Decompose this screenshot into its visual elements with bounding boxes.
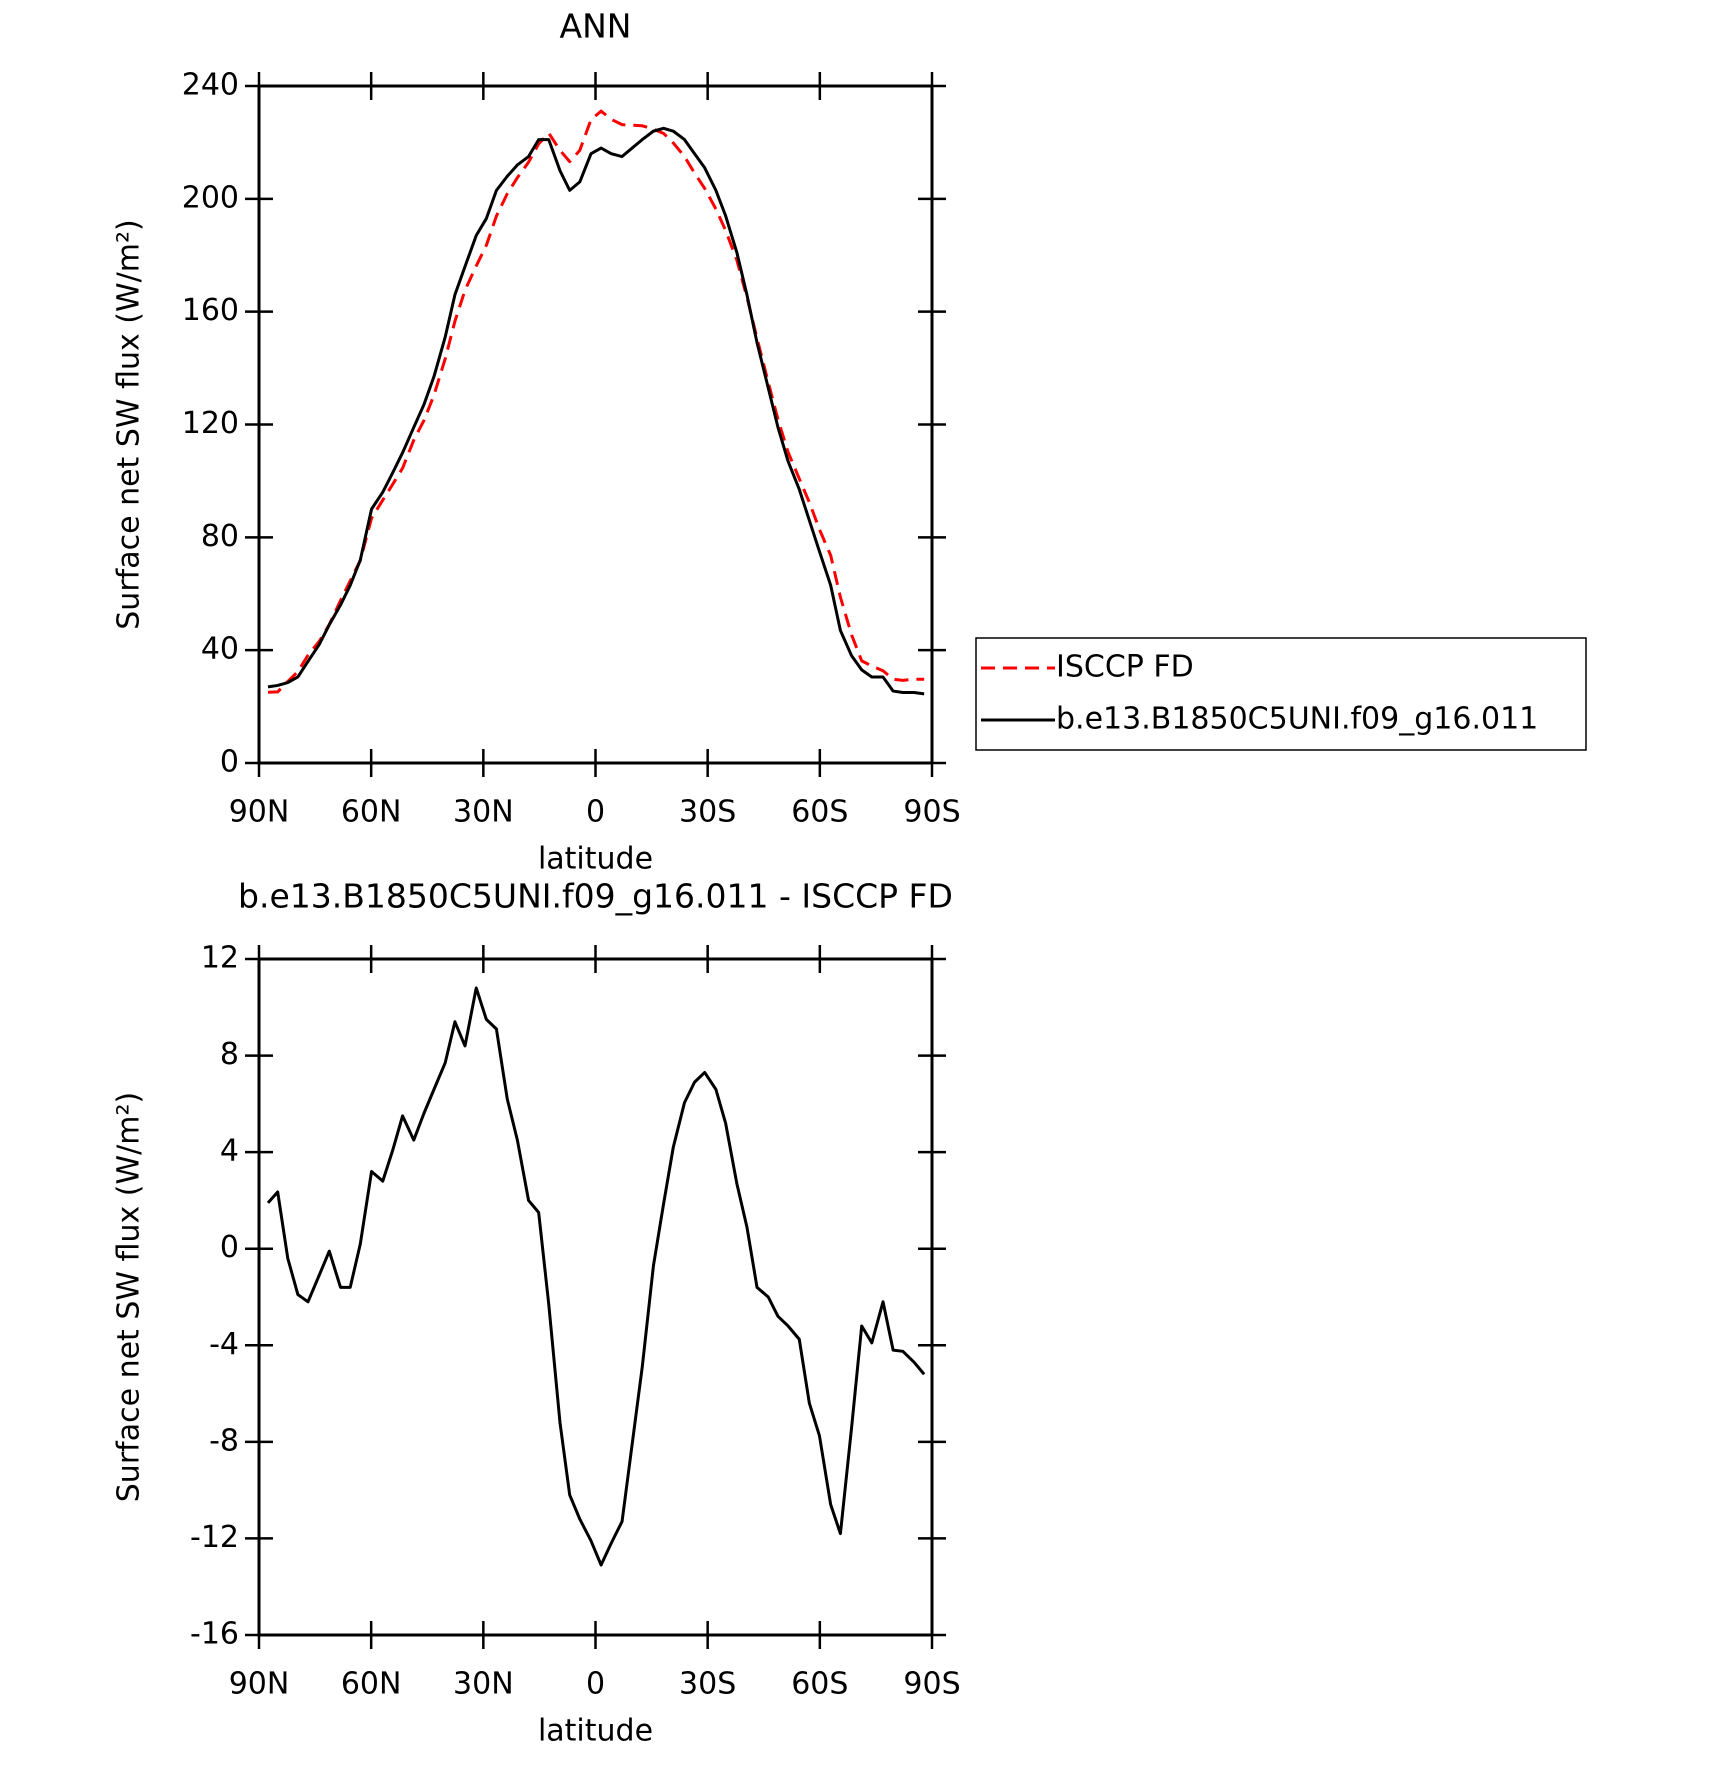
y-tick-label: -8: [209, 1423, 239, 1458]
legend-label: ISCCP FD: [1056, 650, 1194, 685]
x-tick-label: 30N: [453, 1667, 514, 1702]
y-tick-label: 0: [220, 745, 239, 780]
x-tick-label: 30S: [679, 1667, 736, 1702]
x-tick-label: 60S: [791, 1667, 848, 1702]
y-tick-label: 8: [220, 1037, 239, 1072]
x-axis-label: latitude: [538, 842, 653, 877]
x-tick-label: 0: [586, 1667, 605, 1702]
x-tick-label: 90S: [903, 1667, 960, 1702]
y-axis-label: Surface net SW flux (W/m²): [112, 1092, 147, 1502]
y-tick-label: -16: [190, 1617, 239, 1652]
x-tick-label: 60N: [341, 1667, 402, 1702]
y-tick-label: -4: [209, 1327, 239, 1362]
x-tick-label: 90N: [229, 1667, 290, 1702]
y-tick-label: 80: [201, 519, 239, 554]
plot-frame: [257, 957, 934, 1637]
y-tick-label: 160: [182, 293, 239, 328]
x-tick-label: 30N: [453, 795, 514, 830]
y-tick-label: -12: [190, 1520, 239, 1555]
x-axis-label: latitude: [538, 1714, 653, 1749]
y-tick-label: 200: [182, 180, 239, 215]
x-tick-label: 90S: [903, 795, 960, 830]
x-tick-label: 30S: [679, 795, 736, 830]
y-tick-label: 40: [201, 632, 239, 667]
y-tick-label: 120: [182, 406, 239, 441]
plot-frame: [257, 84, 934, 765]
chart-title: b.e13.B1850C5UNI.f09_g16.011 - ISCCP FD: [238, 877, 953, 916]
x-tick-label: 0: [586, 795, 605, 830]
data-line: [267, 126, 925, 696]
y-tick-label: 12: [201, 941, 239, 976]
data-line: [267, 109, 925, 694]
y-axis-label: Surface net SW flux (W/m²): [112, 219, 147, 629]
x-tick-label: 90N: [229, 795, 290, 830]
x-tick-label: 60S: [791, 795, 848, 830]
data-line: [266, 986, 926, 1567]
y-tick-label: 240: [182, 68, 239, 103]
x-tick-label: 60N: [341, 795, 402, 830]
chart-title: ANN: [560, 7, 632, 46]
y-tick-label: 0: [220, 1230, 239, 1265]
legend-box: [975, 637, 1587, 751]
y-tick-label: 4: [220, 1134, 239, 1169]
legend-label: b.e13.B1850C5UNI.f09_g16.011: [1056, 702, 1538, 737]
